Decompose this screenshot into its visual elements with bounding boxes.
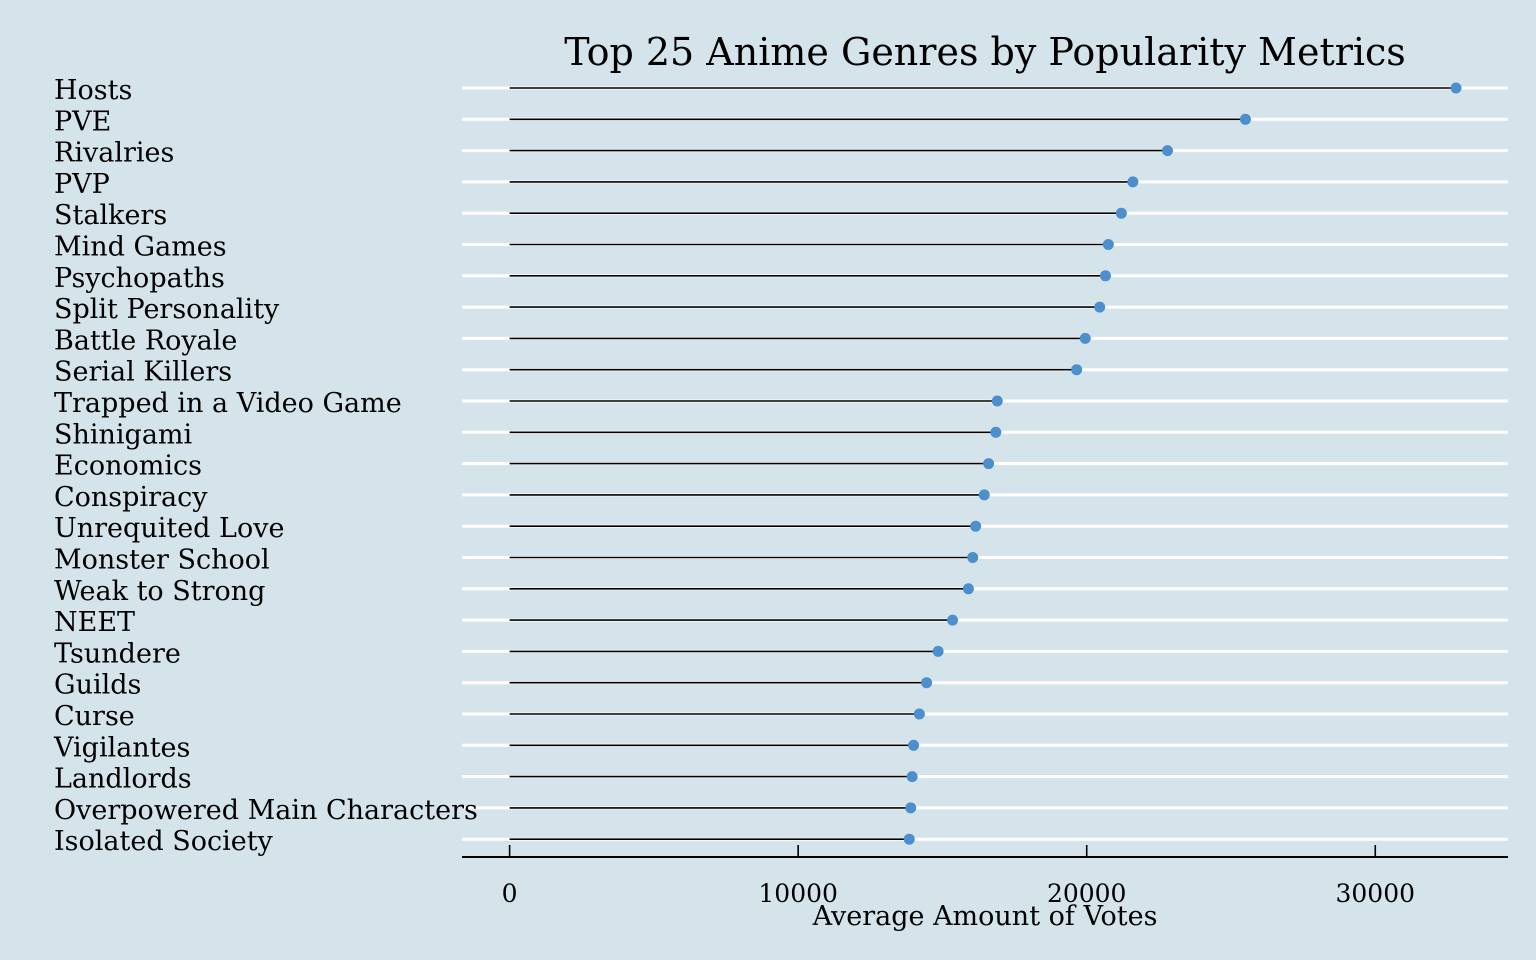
data-point bbox=[1115, 207, 1127, 219]
category-label: Split Personality bbox=[54, 294, 280, 325]
category-label: PVE bbox=[54, 106, 111, 137]
x-axis: 0 10000 20000 30000 bbox=[462, 845, 1508, 908]
x-tick-label: 20000 bbox=[1047, 879, 1127, 908]
data-point bbox=[990, 426, 1002, 438]
category-label: Guilds bbox=[54, 670, 141, 701]
category-label: Tsundere bbox=[54, 638, 181, 669]
data-point bbox=[970, 520, 982, 532]
category-label: Overpowered Main Characters bbox=[54, 795, 478, 826]
data-point bbox=[908, 739, 920, 751]
data-point bbox=[991, 395, 1003, 407]
category-label: NEET bbox=[54, 607, 135, 638]
data-point bbox=[978, 489, 990, 501]
stems bbox=[509, 87, 1457, 841]
data-point bbox=[1162, 145, 1174, 157]
data-point bbox=[1450, 82, 1462, 94]
category-label: Economics bbox=[54, 451, 202, 482]
data-point bbox=[962, 583, 974, 595]
category-label: Landlords bbox=[54, 764, 192, 795]
category-label: Rivalries bbox=[54, 138, 174, 169]
x-tick-label: 10000 bbox=[758, 879, 838, 908]
category-label: Mind Games bbox=[54, 232, 227, 263]
data-point bbox=[906, 771, 918, 783]
data-point bbox=[921, 677, 933, 689]
category-label: Conspiracy bbox=[54, 482, 208, 513]
category-label: Curse bbox=[54, 701, 135, 732]
category-label: Monster School bbox=[54, 545, 270, 576]
category-label: Shinigami bbox=[54, 419, 193, 450]
data-point bbox=[932, 645, 944, 657]
data-point bbox=[947, 614, 959, 626]
x-tick-label: 30000 bbox=[1336, 879, 1416, 908]
data-point bbox=[905, 802, 917, 814]
data-point bbox=[1127, 176, 1139, 188]
data-point bbox=[1094, 301, 1106, 313]
category-label: PVP bbox=[54, 169, 110, 200]
data-point bbox=[1239, 113, 1251, 125]
data-point bbox=[913, 708, 925, 720]
category-label: Isolated Society bbox=[54, 826, 274, 857]
category-label: Battle Royale bbox=[54, 325, 237, 356]
category-label: Serial Killers bbox=[54, 357, 232, 388]
category-label: Unrequited Love bbox=[54, 513, 284, 544]
data-point bbox=[983, 458, 995, 470]
data-point bbox=[1079, 332, 1091, 344]
category-label: Stalkers bbox=[54, 200, 167, 231]
category-label: Hosts bbox=[54, 75, 132, 106]
chart-title: Top 25 Anime Genres by Popularity Metric… bbox=[564, 30, 1406, 74]
x-axis-title: Average Amount of Votes bbox=[812, 901, 1158, 932]
category-label: Vigilantes bbox=[53, 732, 190, 763]
category-label: Trapped in a Video Game bbox=[54, 388, 402, 419]
category-label: Weak to Strong bbox=[54, 576, 265, 607]
data-point bbox=[903, 833, 915, 845]
category-label: Psychopaths bbox=[54, 263, 225, 294]
points bbox=[903, 82, 1462, 845]
data-point bbox=[1099, 270, 1111, 282]
data-point bbox=[1071, 364, 1083, 376]
data-point bbox=[967, 552, 979, 563]
data-point bbox=[1102, 239, 1114, 250]
x-tick-label: 0 bbox=[502, 879, 518, 908]
